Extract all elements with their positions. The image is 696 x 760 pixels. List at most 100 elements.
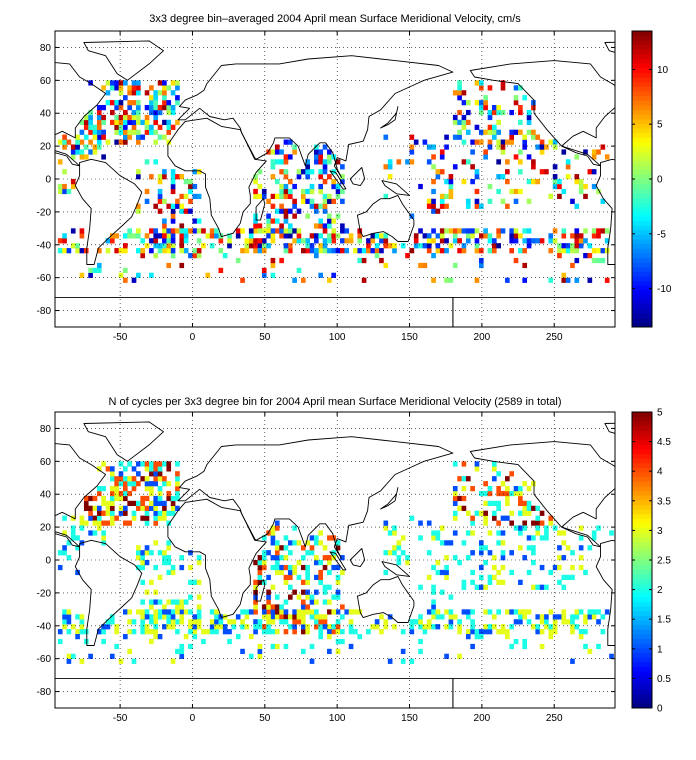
- bin-cell: [274, 525, 280, 531]
- colorbar-step: [632, 647, 652, 653]
- bin-cell: [578, 183, 584, 190]
- bin-cell: [170, 169, 176, 175]
- bin-cell: [522, 144, 528, 150]
- bin-cell: [314, 624, 319, 630]
- bin-cell: [500, 198, 506, 204]
- colorbar-step: [632, 262, 652, 268]
- bin-cell: [461, 100, 467, 106]
- bin-cell: [500, 144, 506, 150]
- bin-cell: [478, 105, 484, 111]
- bin-cell: [409, 629, 415, 635]
- bin-cell: [70, 183, 76, 190]
- bin-cell: [331, 198, 337, 204]
- bin-cell: [166, 100, 172, 106]
- coastline: [381, 180, 410, 196]
- bin-cell: [88, 653, 93, 659]
- bin-cell: [531, 560, 536, 566]
- bin-cell: [509, 471, 515, 477]
- bin-cell: [123, 114, 128, 121]
- bin-cell: [75, 569, 80, 576]
- bin-cell: [170, 90, 176, 96]
- bin-cell: [509, 228, 515, 234]
- bin-cell: [162, 134, 167, 140]
- bin-cell: [452, 500, 458, 507]
- bin-cell: [83, 134, 89, 140]
- bin-cell: [522, 481, 528, 487]
- bin-cell: [292, 614, 297, 620]
- bin-cell: [518, 619, 523, 625]
- bin-cell: [75, 629, 80, 635]
- bin-cell: [140, 495, 146, 502]
- bin-cell: [439, 569, 445, 576]
- bin-cell: [62, 624, 67, 630]
- bin-cell: [287, 550, 293, 556]
- bin-cell: [92, 134, 98, 140]
- bin-cell: [305, 198, 310, 204]
- bin-cell: [201, 638, 206, 645]
- coastline: [83, 40, 164, 81]
- bin-cell: [548, 634, 554, 640]
- bin-cell: [274, 540, 280, 546]
- bin-cell: [444, 134, 449, 140]
- bin-cell: [296, 594, 302, 600]
- bin-cell: [179, 233, 185, 239]
- bin-cell: [518, 495, 523, 502]
- bin-cell: [287, 223, 293, 229]
- bin-cell: [240, 277, 245, 283]
- colorbar-step: [632, 225, 652, 231]
- bin-cell: [248, 634, 254, 640]
- bin-cell: [118, 90, 124, 96]
- bin-cell: [131, 658, 137, 664]
- bin-cell: [105, 624, 111, 630]
- bin-cell: [309, 594, 315, 600]
- bin-cell: [123, 139, 128, 145]
- bin-cell: [123, 277, 128, 283]
- bin-cell: [105, 80, 111, 86]
- bin-cell: [513, 188, 519, 195]
- bin-cell: [518, 119, 523, 126]
- bin-cell: [444, 569, 449, 576]
- bin-cell: [483, 233, 488, 239]
- bin-cell: [318, 624, 323, 630]
- bin-cell: [170, 80, 176, 86]
- y-tick-label: 60: [40, 457, 52, 468]
- bin-cell: [131, 500, 137, 507]
- bin-cell: [400, 648, 406, 655]
- bin-cell: [505, 634, 510, 640]
- bin-cell: [270, 619, 276, 625]
- bin-cell: [509, 248, 515, 254]
- coastline: [177, 55, 454, 178]
- bin-cell: [109, 238, 115, 244]
- colorbar-step: [632, 63, 652, 69]
- bin-cell: [526, 179, 532, 185]
- coastline: [255, 198, 266, 221]
- bin-cell: [144, 589, 150, 595]
- colorbar-step: [632, 560, 652, 566]
- bin-cell: [266, 619, 271, 625]
- bin-cell: [170, 599, 176, 605]
- bin-cell: [144, 560, 150, 566]
- bin-cell: [478, 233, 484, 239]
- bin-cell: [149, 129, 154, 135]
- bin-cell: [57, 183, 63, 190]
- bin-cell: [531, 100, 536, 106]
- bin-cell: [270, 174, 276, 180]
- bin-cell: [452, 461, 458, 467]
- data-bins: [57, 461, 614, 664]
- bin-cell: [422, 262, 428, 269]
- bin-cell: [209, 243, 215, 249]
- bin-cell: [109, 495, 115, 502]
- bin-cell: [318, 530, 323, 536]
- bin-cell: [66, 540, 72, 546]
- bin-cell: [526, 535, 532, 541]
- bin-cell: [287, 584, 293, 590]
- bin-cell: [361, 257, 367, 264]
- bin-cell: [109, 85, 115, 91]
- bin-cell: [170, 174, 176, 180]
- bin-cell: [253, 619, 258, 625]
- bin-cell: [279, 228, 284, 234]
- bin-cell: [570, 629, 575, 635]
- bin-cell: [322, 164, 328, 170]
- bin-cell: [296, 540, 302, 546]
- bin-cell: [305, 609, 310, 615]
